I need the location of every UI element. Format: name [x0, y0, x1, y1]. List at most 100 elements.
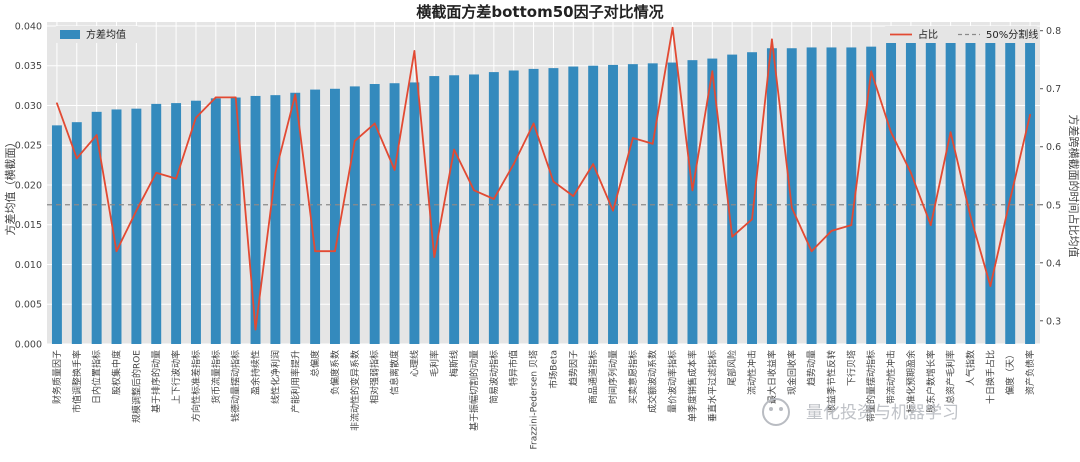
bar-29	[627, 64, 638, 344]
line-point-23	[512, 163, 515, 166]
y-tick-left-4: 0.020	[15, 180, 42, 191]
watermark-text: 量化投资与机器学习	[806, 403, 959, 423]
x-tick-label-16: 相对强弱指标	[369, 350, 381, 404]
x-tick-label-22: 简易波动指标	[488, 350, 500, 404]
line-point-47	[989, 285, 992, 287]
x-tick-label-25: 市场Beta	[547, 350, 559, 389]
bar-40	[846, 47, 857, 344]
line-point-39	[830, 229, 833, 232]
x-tick-label-26: 趋势因子	[567, 350, 579, 386]
bar-34	[727, 54, 738, 344]
x-tick-label-17: 信息离散度	[389, 350, 401, 395]
x-tick-label-18: 心理线	[408, 350, 420, 377]
line-point-18	[413, 50, 416, 52]
line-point-27	[592, 163, 595, 166]
bar-12	[290, 92, 301, 344]
wechat-icon	[762, 398, 790, 426]
line-point-42	[890, 131, 892, 134]
line-point-6	[175, 177, 177, 180]
x-tick-label-41: 带量的量摆动指标	[865, 350, 877, 422]
line-path	[56, 26, 1031, 331]
x-tick-label-46: 人气指数	[964, 350, 976, 386]
line-point-22	[492, 198, 495, 200]
legend-right: 占比 50%分割线	[884, 26, 1038, 43]
x-tick-label-1: 市值调整换手率	[71, 350, 83, 413]
bar-41	[866, 46, 877, 344]
wechat-icon-eye-left	[769, 407, 773, 411]
bar-45	[945, 40, 956, 345]
y-tick-left-8: 0.040	[15, 21, 42, 32]
x-tick-label-23: 特异市值	[508, 350, 520, 386]
x-tick-label-19: 毛利率	[428, 350, 440, 377]
bar-46	[965, 40, 976, 345]
x-tick-label-38: 趋势动量	[806, 350, 818, 386]
bar-14	[330, 88, 340, 344]
line-point-12	[294, 93, 297, 96]
x-tick-label-33: 垂直水平过滤指标	[706, 350, 718, 422]
legend-ref-label: 50%分割线	[986, 28, 1038, 41]
x-tick-label-47: 十日换手占比	[984, 350, 996, 404]
bar-23	[508, 70, 519, 344]
bar-47	[985, 41, 996, 344]
y-axis-left: 0.000 0.005 0.010 0.015 0.020 0.025 0.030 0.035…	[15, 21, 42, 350]
x-tick-label-0: 财务质量因子	[51, 350, 63, 404]
line-point-8	[214, 96, 217, 99]
line-point-1	[75, 157, 78, 160]
y-tick-right-4: 0.7	[1046, 84, 1061, 95]
bar-24	[528, 68, 539, 345]
line-point-16	[373, 122, 376, 125]
bar-8	[210, 98, 221, 344]
x-tick-label-15: 非流动性的变异系数	[349, 350, 361, 431]
wechat-icon-eye-right	[779, 407, 783, 411]
bar-30	[647, 63, 658, 345]
x-tick-label-4: 规模调整后的ROE	[130, 350, 142, 423]
bar-4	[131, 108, 142, 344]
bar-36	[766, 48, 777, 345]
x-tick-label-14: 负偏度系数	[329, 350, 341, 395]
line-point-40	[850, 224, 853, 226]
x-tick-label-40: 下行贝塔	[845, 350, 857, 386]
line-point-36	[770, 38, 773, 41]
x-tick-label-2: 日内位置指标	[91, 350, 103, 404]
x-tick-label-48: 偏度（天）	[1004, 350, 1016, 395]
bar-21	[469, 74, 479, 345]
x-tick-label-9: 钱德动量摆动指标	[230, 350, 242, 422]
y-tick-right-3: 0.6	[1046, 142, 1061, 153]
y-tick-left-7: 0.035	[15, 61, 42, 72]
bar-17	[389, 83, 400, 344]
x-tick-label-30: 成交额波动系数	[647, 350, 659, 413]
x-tick-label-8: 货币流量指标	[210, 350, 222, 404]
bar-7	[190, 100, 201, 344]
bar-16	[369, 84, 380, 344]
bar-6	[171, 103, 182, 344]
bar-28	[608, 64, 618, 344]
x-tick-label-5: 基于排序的动量	[150, 350, 162, 413]
line-point-45	[949, 131, 952, 134]
x-tick-label-21: 基于振幅切割的动量	[468, 350, 480, 431]
legend-bar-swatch	[60, 30, 80, 39]
line-point-25	[552, 180, 555, 183]
x-tick-label-27: 商品通道指标	[587, 350, 599, 404]
line-point-28	[612, 209, 614, 212]
x-tick-label-34: 尾部风险	[726, 350, 738, 386]
x-tick-label-36: 最大日收益率	[766, 350, 778, 404]
x-tick-label-44: 股东户数增长率	[925, 350, 937, 413]
line-point-9	[234, 96, 237, 99]
bar-25	[548, 68, 559, 344]
x-tick-label-7: 方向性标准差指标	[190, 350, 202, 422]
y-tick-right-2: 0.5	[1046, 200, 1061, 211]
line-point-14	[334, 250, 336, 253]
line-point-3	[115, 250, 118, 253]
y-axis-label-right: 方差跨横截面的时间占比均值	[1067, 115, 1080, 258]
x-tick-label-3: 股权集中度	[111, 350, 123, 395]
bar-0	[51, 125, 62, 344]
bar-38	[806, 47, 817, 344]
y-axis-label-left: 方差均值（横截面）	[3, 137, 17, 236]
x-tick-label-20: 梅斯线	[448, 350, 460, 377]
line-point-41	[870, 70, 873, 73]
bar-11	[270, 95, 281, 344]
line-point-4	[135, 209, 138, 212]
line-point-46	[969, 215, 972, 218]
y-tick-left-6: 0.030	[15, 101, 42, 112]
line-point-17	[393, 169, 396, 171]
